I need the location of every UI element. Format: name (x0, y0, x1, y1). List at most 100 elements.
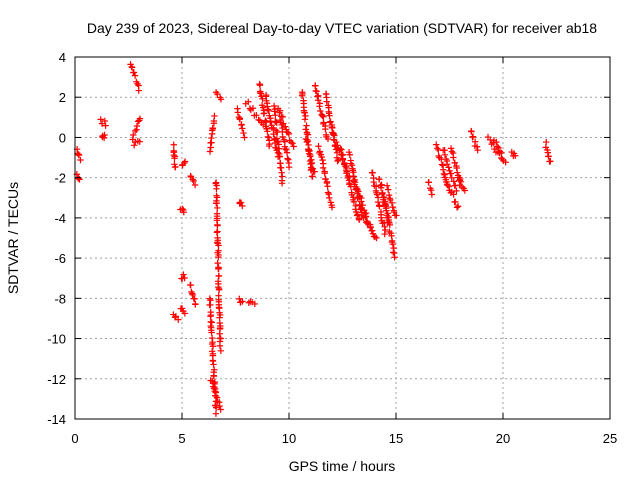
data-point (188, 288, 195, 296)
data-point (273, 135, 281, 142)
data-point (305, 148, 312, 155)
data-point (210, 361, 217, 368)
data-point (338, 146, 345, 153)
data-point (493, 143, 501, 150)
data-point (208, 329, 215, 336)
data-point (390, 249, 397, 256)
data-point (450, 154, 457, 161)
data-point (213, 185, 220, 193)
data-point (346, 179, 353, 187)
data-point (216, 402, 223, 410)
data-point (456, 174, 463, 181)
data-point (496, 148, 504, 155)
data-point (389, 240, 397, 248)
data-point (325, 108, 332, 116)
data-point (278, 169, 285, 176)
data-point (303, 122, 310, 129)
data-point (320, 113, 327, 121)
data-point (211, 112, 218, 120)
data-point (210, 385, 218, 392)
data-point (512, 152, 519, 159)
data-point (208, 319, 215, 326)
y-tick-label: -12 (47, 372, 66, 387)
data-point (502, 159, 509, 166)
data-point (333, 138, 340, 146)
data-point (272, 111, 279, 119)
data-point (303, 130, 311, 138)
data-point (97, 116, 104, 123)
data-point (239, 298, 246, 305)
y-tick-label: -2 (54, 171, 66, 186)
data-point (75, 151, 83, 159)
data-point (278, 180, 286, 187)
data-point (448, 174, 455, 182)
y-tick-label: -14 (47, 412, 66, 427)
data-point (473, 143, 481, 150)
data-point (453, 204, 461, 211)
data-point (190, 177, 197, 185)
data-point (264, 106, 272, 113)
data-point (209, 357, 217, 364)
data-point (334, 157, 341, 165)
data-point (451, 159, 458, 166)
data-point (349, 173, 357, 180)
data-point (101, 117, 109, 125)
grid (75, 57, 610, 419)
data-point (375, 176, 383, 183)
data-point (342, 167, 350, 174)
data-point (453, 187, 460, 195)
data-point (238, 121, 245, 128)
data-point (213, 229, 221, 236)
data-point (217, 96, 225, 103)
data-point (363, 219, 370, 226)
data-point (264, 128, 271, 135)
data-point (192, 301, 199, 308)
data-point (444, 182, 451, 189)
data-point (440, 166, 447, 173)
data-points (73, 61, 554, 417)
data-point (498, 155, 506, 163)
data-point (355, 188, 362, 195)
data-point (343, 168, 351, 175)
data-point (369, 227, 376, 234)
data-point (324, 135, 332, 143)
data-point (457, 178, 465, 186)
data-point (215, 253, 222, 261)
data-point (171, 314, 179, 321)
data-point (330, 131, 337, 138)
data-point (314, 93, 321, 100)
data-point (191, 181, 199, 189)
data-point (260, 109, 268, 117)
data-point (350, 178, 358, 185)
data-point (175, 316, 182, 323)
data-point (217, 335, 224, 342)
data-point (307, 160, 314, 168)
data-point (189, 291, 196, 299)
data-point (212, 404, 220, 411)
y-tick-label: 2 (59, 90, 66, 105)
data-point (358, 198, 365, 205)
data-point (214, 90, 221, 98)
data-point (131, 72, 139, 79)
data-point (323, 98, 330, 105)
data-point (217, 347, 225, 354)
data-point (214, 259, 221, 267)
data-point (450, 191, 457, 198)
data-point (264, 133, 272, 141)
data-point (191, 295, 198, 303)
data-point (339, 156, 347, 163)
data-point (388, 199, 396, 206)
data-point (326, 112, 333, 119)
data-point (383, 182, 391, 189)
data-point (391, 254, 398, 261)
data-point (493, 138, 500, 146)
data-point (469, 133, 477, 140)
data-point (130, 131, 137, 139)
data-point (240, 129, 247, 137)
data-point (385, 218, 392, 226)
data-point (237, 199, 245, 207)
data-point (276, 107, 284, 114)
data-point (239, 202, 246, 210)
data-point (217, 406, 224, 413)
